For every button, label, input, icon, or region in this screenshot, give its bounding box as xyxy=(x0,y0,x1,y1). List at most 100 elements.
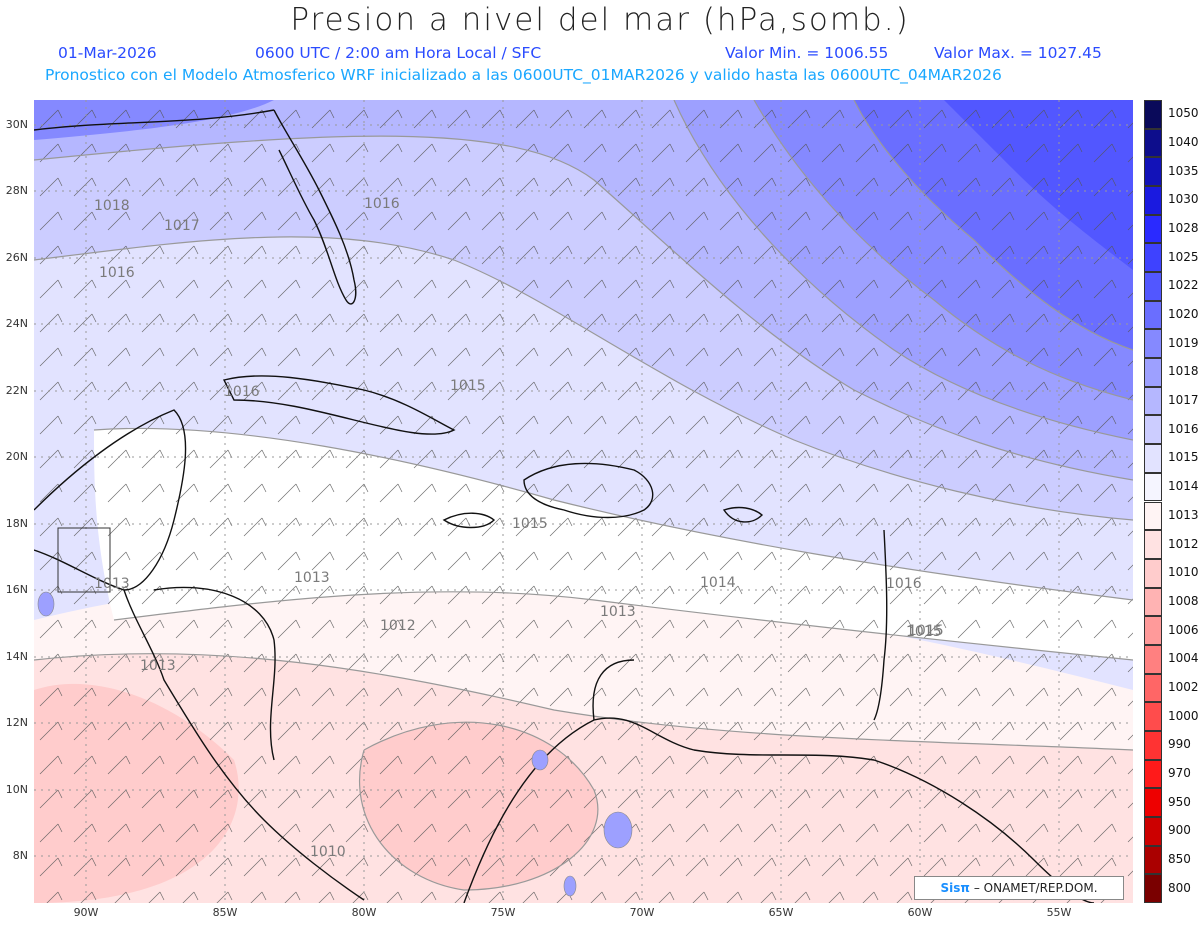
legend-label: 1025 xyxy=(1168,249,1199,264)
legend-label: 1000 xyxy=(1168,708,1199,723)
lat-tick-label: 18N xyxy=(5,517,28,530)
legend-swatch xyxy=(1144,358,1162,387)
forecast-time: 0600 UTC / 2:00 am Hora Local / SFC xyxy=(255,44,542,62)
legend-label: 1010 xyxy=(1168,565,1199,580)
min-value: Valor Min. = 1006.55 xyxy=(725,44,889,62)
legend-label: 1012 xyxy=(1168,536,1199,551)
legend-swatch xyxy=(1144,845,1162,875)
lon-tick-label: 55W xyxy=(1046,906,1072,919)
legend-swatch xyxy=(1144,788,1162,817)
legend-label: 1040 xyxy=(1168,135,1199,150)
legend-swatch xyxy=(1144,157,1162,187)
credit-brand: Sisπ xyxy=(940,881,970,895)
legend-label: 1014 xyxy=(1168,479,1199,494)
forecast-description: Pronostico con el Modelo Atmosferico WRF… xyxy=(45,66,1002,84)
legend-label: 1050 xyxy=(1168,106,1199,121)
legend-swatch xyxy=(1144,472,1162,502)
map-title: Presion a nivel del mar (hPa,somb.) xyxy=(290,2,910,38)
lon-tick-label: 70W xyxy=(629,906,655,919)
credit-text: – ONAMET/REP.DOM. xyxy=(973,881,1098,895)
forecast-date: 01-Mar-2026 xyxy=(58,44,157,62)
pressure-map: 1018 1017 1016 1016 1016 1015 1015 1015 … xyxy=(34,100,1133,903)
legend-swatch xyxy=(1144,644,1162,674)
isobar-label: 1015 xyxy=(906,624,942,640)
isobar-label: 1013 xyxy=(94,576,130,592)
legend-label: 1004 xyxy=(1168,651,1199,666)
lat-tick-label: 24N xyxy=(5,317,28,330)
lon-tick-label: 60W xyxy=(907,906,933,919)
legend-swatch xyxy=(1144,816,1162,846)
lat-tick-label: 12N xyxy=(5,716,28,729)
legend-label: 1002 xyxy=(1168,679,1199,694)
legend-swatch xyxy=(1144,616,1162,645)
legend-swatch xyxy=(1144,730,1162,760)
isobar-label: 1015 xyxy=(512,516,548,532)
legend-swatch xyxy=(1144,128,1162,158)
legend-label: 1017 xyxy=(1168,393,1199,408)
legend-swatch xyxy=(1144,587,1162,617)
lat-tick-label: 28N xyxy=(5,184,28,197)
legend-label: 1028 xyxy=(1168,221,1199,236)
lat-tick-label: 22N xyxy=(5,384,28,397)
lon-tick-label: 75W xyxy=(490,906,516,919)
legend-label: 1015 xyxy=(1168,450,1199,465)
legend-swatch xyxy=(1144,874,1162,903)
color-legend xyxy=(1144,100,1164,903)
legend-swatch xyxy=(1144,444,1162,473)
legend-swatch xyxy=(1144,501,1162,531)
legend-label: 800 xyxy=(1168,880,1191,895)
legend-swatch xyxy=(1144,300,1162,330)
lat-tick-label: 8N xyxy=(12,849,28,862)
legend-label: 1035 xyxy=(1168,163,1199,178)
legend-label: 1013 xyxy=(1168,507,1199,522)
isobar-label: 1018 xyxy=(94,198,130,214)
lat-tick-label: 26N xyxy=(5,251,28,264)
credit-box: Sisπ – ONAMET/REP.DOM. xyxy=(914,876,1124,900)
isobar-label: 1016 xyxy=(224,384,260,400)
legend-label: 1020 xyxy=(1168,307,1199,322)
isobar-label: 1013 xyxy=(294,570,330,586)
isobar-label: 1017 xyxy=(164,218,200,234)
lat-tick-label: 20N xyxy=(5,450,28,463)
lat-tick-label: 14N xyxy=(5,650,28,663)
legend-label: 850 xyxy=(1168,851,1191,866)
isobar-label: 1015 xyxy=(450,378,486,394)
lon-tick-label: 65W xyxy=(768,906,794,919)
isobar-label: 1012 xyxy=(380,618,416,634)
legend-swatch xyxy=(1144,702,1162,731)
isobar-label: 1013 xyxy=(600,604,636,620)
lat-tick-label: 10N xyxy=(5,783,28,796)
lon-tick-label: 90W xyxy=(73,906,99,919)
legend-swatch xyxy=(1144,100,1162,129)
legend-swatch xyxy=(1144,272,1162,301)
legend-swatch xyxy=(1144,214,1162,244)
legend-swatch xyxy=(1144,386,1162,416)
legend-swatch xyxy=(1144,530,1162,559)
isobar-label: 1016 xyxy=(364,196,400,212)
legend-label: 1016 xyxy=(1168,421,1199,436)
isobar-label: 1014 xyxy=(700,575,736,591)
legend-swatch xyxy=(1144,558,1162,588)
legend-swatch xyxy=(1144,329,1162,359)
legend-label: 1022 xyxy=(1168,278,1199,293)
legend-swatch xyxy=(1144,759,1162,789)
max-value: Valor Max. = 1027.45 xyxy=(934,44,1102,62)
isobar-label: 1013 xyxy=(140,658,176,674)
legend-swatch xyxy=(1144,673,1162,703)
lat-tick-label: 16N xyxy=(5,583,28,596)
lon-tick-label: 80W xyxy=(351,906,377,919)
legend-swatch xyxy=(1144,243,1162,273)
legend-swatch xyxy=(1144,415,1162,445)
isobar-label: 1010 xyxy=(310,844,346,860)
legend-label: 950 xyxy=(1168,794,1191,809)
legend-label: 1030 xyxy=(1168,192,1199,207)
lat-tick-label: 30N xyxy=(5,118,28,131)
legend-label: 1008 xyxy=(1168,593,1199,608)
legend-swatch xyxy=(1144,186,1162,215)
isobar-label: 1015 xyxy=(908,623,944,639)
legend-label: 900 xyxy=(1168,823,1191,838)
legend-label: 970 xyxy=(1168,765,1191,780)
legend-label: 1006 xyxy=(1168,622,1199,637)
lon-tick-label: 85W xyxy=(212,906,238,919)
isobar-label: 1016 xyxy=(886,576,922,592)
